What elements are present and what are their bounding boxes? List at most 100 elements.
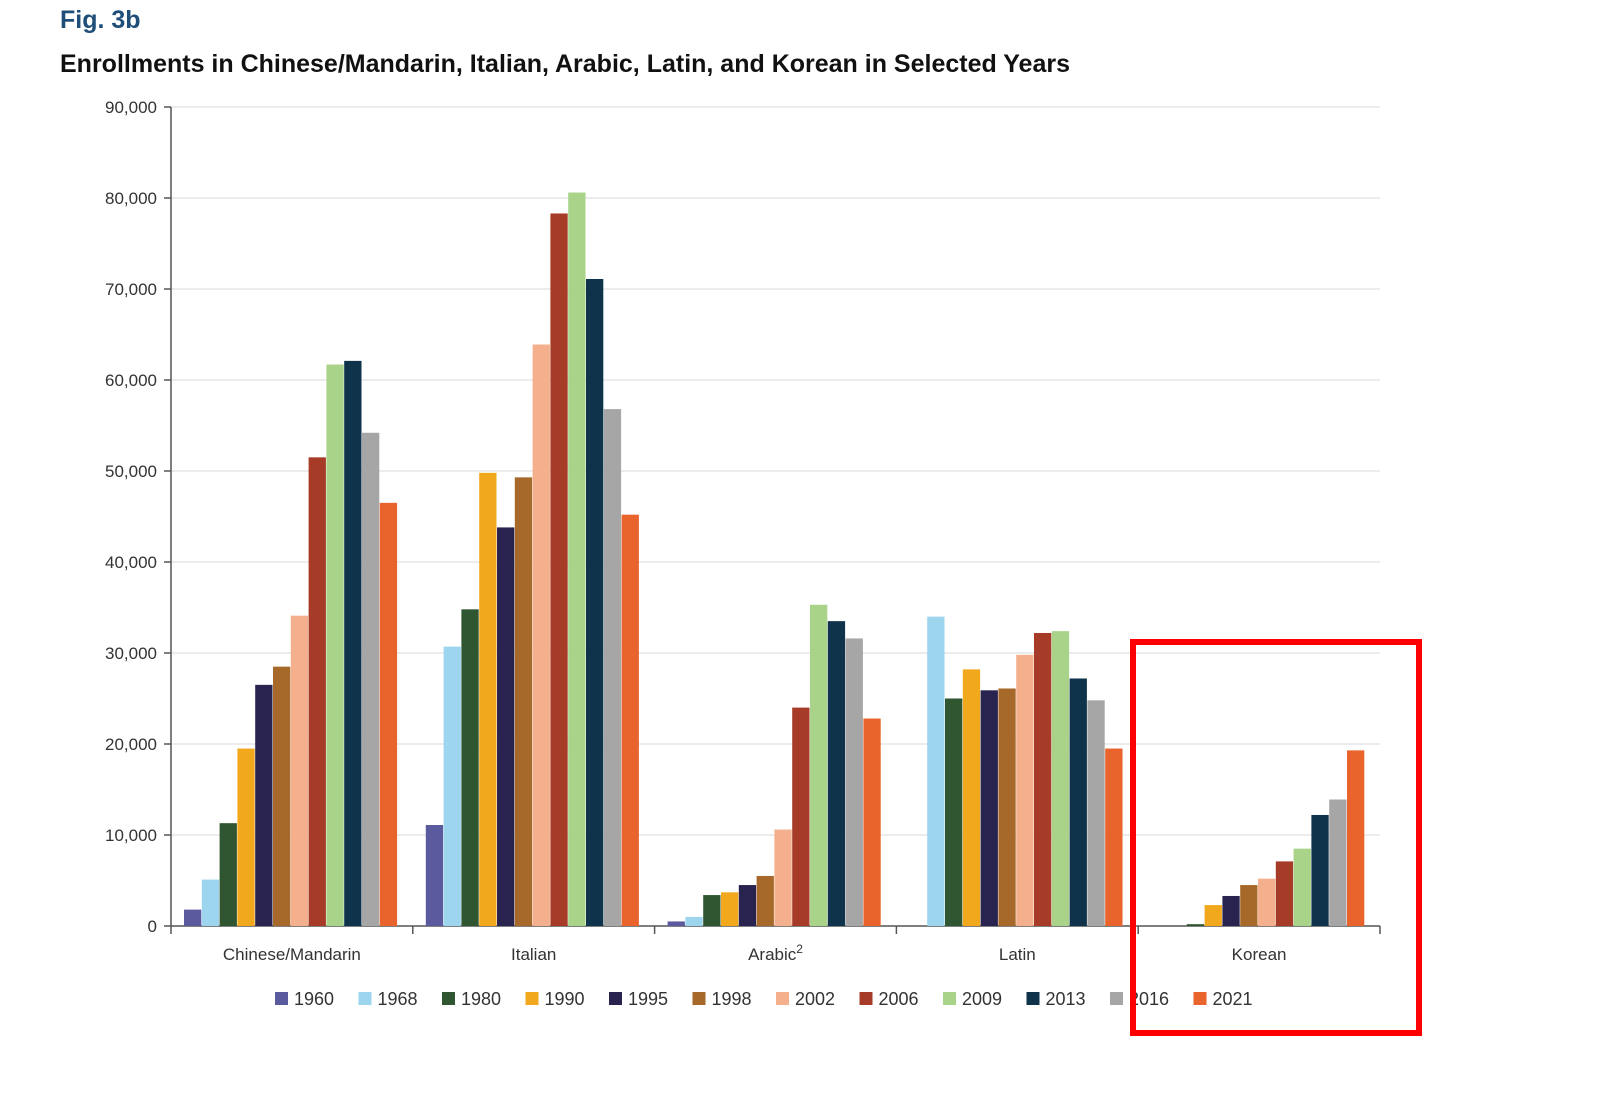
legend-label: 2021 (1213, 989, 1253, 1009)
bars (184, 192, 1365, 927)
x-category-label: Latin (999, 945, 1036, 964)
legend-swatch (692, 992, 706, 1005)
annotations (1130, 639, 1422, 1036)
bar (1034, 632, 1052, 926)
legend-label: 1998 (712, 989, 752, 1009)
y-tick-label: 70,000 (105, 280, 157, 299)
bar (1087, 700, 1105, 926)
bar (945, 698, 963, 926)
highlight-box (1130, 639, 1422, 1036)
bar (1258, 878, 1276, 926)
y-tick-label: 90,000 (105, 98, 157, 117)
bar (721, 892, 739, 926)
legend-label: 1960 (294, 989, 334, 1009)
legend-label: 1968 (378, 989, 418, 1009)
legend-swatch (859, 992, 873, 1005)
bar (810, 604, 828, 926)
x-category-label: Arabic2 (748, 942, 803, 964)
legend-label: 2009 (962, 989, 1002, 1009)
legend: 1960 1968 1980 1990 1995 1998 2002 2006 2009 2013… (275, 989, 1253, 1009)
legend-swatch (943, 992, 956, 1005)
legend-swatch (525, 992, 539, 1005)
x-axis-category-labels: Chinese/Mandarin Italian Arabic2 Latin Korea… (223, 942, 1287, 964)
y-tick-label: 10,000 (105, 826, 157, 845)
bar (255, 684, 273, 926)
legend-swatch (275, 992, 288, 1005)
bar (756, 875, 774, 926)
bar (792, 707, 810, 926)
bar (980, 690, 998, 926)
legend-swatch (1193, 992, 1207, 1005)
bar (927, 616, 945, 926)
bar (863, 718, 881, 926)
bar (550, 213, 568, 927)
legend-label: 2006 (879, 989, 919, 1009)
legend-label: 2002 (795, 989, 835, 1009)
bar (621, 514, 639, 926)
legend-label: 2013 (1046, 989, 1086, 1009)
y-tick-label: 0 (148, 917, 157, 936)
bar (237, 748, 255, 926)
legend-swatch (1026, 992, 1040, 1005)
bar (201, 879, 220, 926)
y-axis-tick-labels: 0 10,000 20,000 30,000 40,000 50,000 60,000 70,… (105, 98, 157, 936)
bar (219, 823, 237, 926)
y-tick-label: 60,000 (105, 371, 157, 390)
bar (568, 192, 586, 927)
bar (1293, 848, 1311, 926)
chart-title: Enrollments in Chinese/Mandarin, Italian… (60, 50, 1070, 78)
bar (1051, 631, 1070, 926)
y-tick-label: 80,000 (105, 189, 157, 208)
bar (738, 885, 757, 926)
bar (667, 921, 685, 926)
legend-swatch (776, 992, 789, 1005)
bar (308, 457, 326, 926)
legend-swatch (1110, 992, 1123, 1005)
bar (497, 527, 515, 926)
bar (1222, 895, 1240, 926)
legend-swatch (609, 992, 622, 1005)
bar (184, 909, 202, 926)
bar (479, 472, 497, 926)
bar (685, 916, 703, 926)
y-tick-label: 50,000 (105, 462, 157, 481)
bar (532, 344, 550, 926)
y-tick-label: 30,000 (105, 644, 157, 663)
bar (273, 666, 291, 926)
bar (461, 609, 479, 926)
bar (443, 646, 461, 926)
legend-swatch (358, 992, 372, 1005)
bar (998, 688, 1016, 926)
x-category-label: Italian (511, 945, 556, 964)
bar (1240, 885, 1258, 926)
bar (603, 409, 622, 926)
bar (425, 824, 444, 926)
bar (514, 477, 533, 926)
bar (1275, 861, 1294, 926)
bar (1311, 814, 1329, 926)
bar (774, 829, 792, 926)
footnote-superscript: 2 (796, 942, 803, 956)
legend-label: 1990 (545, 989, 585, 1009)
x-category-label: Chinese/Mandarin (223, 945, 361, 964)
figure-label: Fig. 3b (60, 6, 141, 34)
bar (290, 615, 309, 926)
y-tick-label: 20,000 (105, 735, 157, 754)
bar (962, 669, 981, 926)
bar (344, 360, 362, 926)
bar (845, 638, 863, 926)
bar (703, 895, 721, 926)
bar (1105, 748, 1123, 926)
bar (1347, 750, 1365, 926)
bar (362, 432, 380, 926)
legend-swatch (442, 992, 455, 1005)
bar (1186, 924, 1205, 926)
bar (379, 502, 398, 926)
legend-label: 2016 (1129, 989, 1169, 1009)
y-tick-label: 40,000 (105, 553, 157, 572)
bar (1016, 654, 1034, 926)
x-category-label: Korean (1232, 945, 1287, 964)
legend-label: 1980 (461, 989, 501, 1009)
bar (326, 364, 344, 926)
